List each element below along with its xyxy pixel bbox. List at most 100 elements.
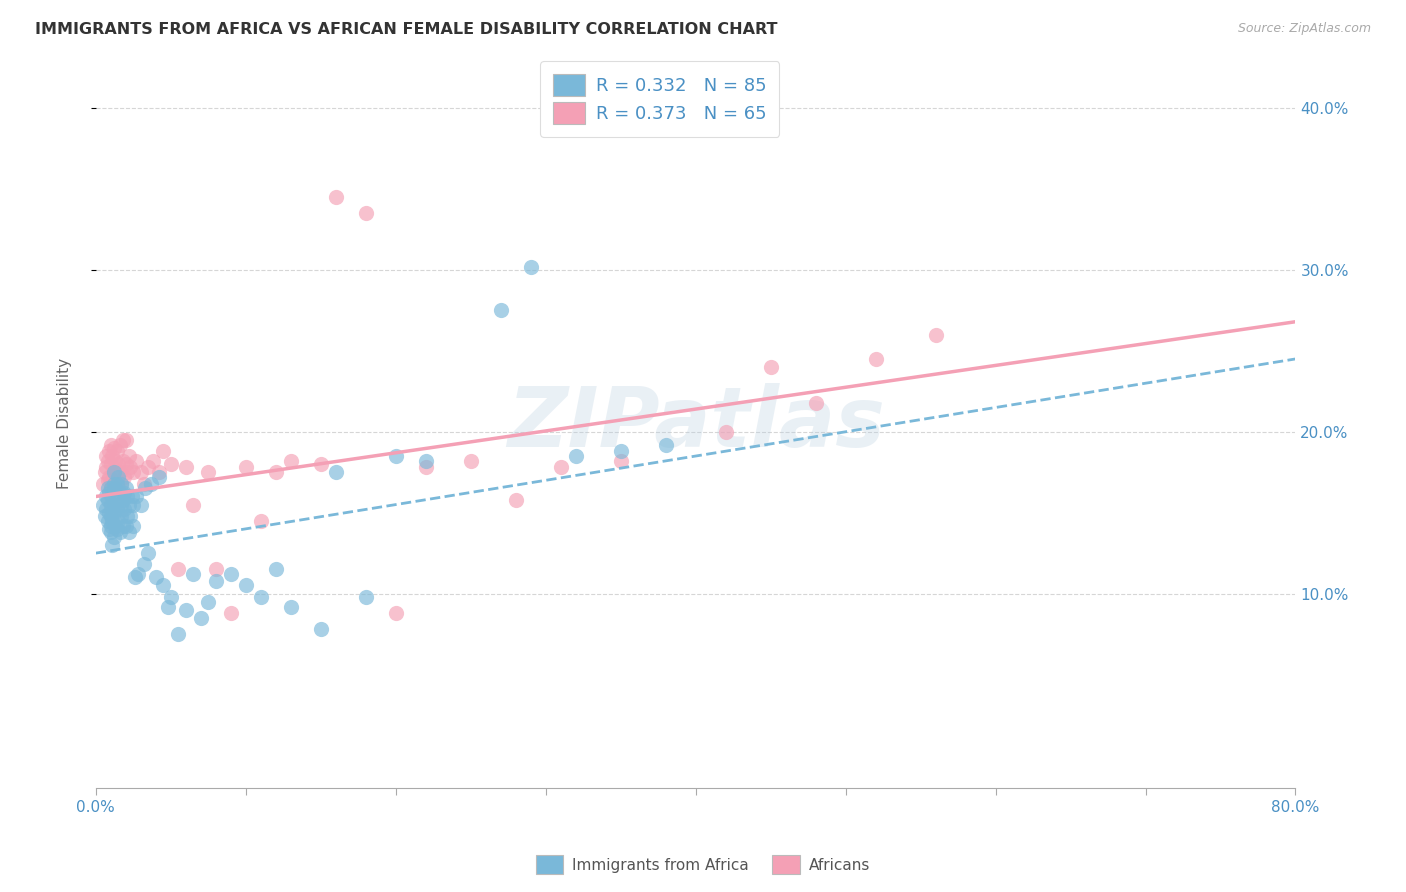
Point	[112, 486, 135, 500]
Point	[384, 449, 406, 463]
Point	[110, 476, 132, 491]
Point	[264, 465, 287, 479]
Point	[685, 101, 707, 115]
Point	[104, 482, 127, 496]
Point	[103, 530, 125, 544]
Point	[105, 502, 128, 516]
Point	[181, 567, 204, 582]
Point	[98, 506, 121, 520]
Point	[103, 476, 125, 491]
Point	[96, 490, 118, 504]
Point	[114, 482, 136, 496]
Point	[105, 476, 128, 491]
Point	[654, 438, 676, 452]
Point	[129, 465, 152, 479]
Point	[96, 449, 118, 463]
Point	[100, 457, 122, 471]
Point	[219, 606, 242, 620]
Point	[100, 438, 122, 452]
Point	[91, 498, 114, 512]
Point	[415, 460, 437, 475]
Point	[204, 574, 226, 588]
Point	[714, 425, 737, 439]
Point	[100, 482, 122, 496]
Point	[609, 444, 631, 458]
Point	[111, 492, 134, 507]
Point	[114, 433, 136, 447]
Point	[204, 562, 226, 576]
Point	[107, 470, 129, 484]
Point	[550, 460, 572, 475]
Text: ZIPatlas: ZIPatlas	[506, 384, 884, 464]
Point	[120, 508, 142, 523]
Point	[249, 514, 271, 528]
Text: Source: ZipAtlas.com: Source: ZipAtlas.com	[1237, 22, 1371, 36]
Point	[415, 454, 437, 468]
Point	[167, 562, 190, 576]
Point	[111, 454, 134, 468]
Point	[132, 558, 155, 572]
Point	[235, 578, 257, 592]
Point	[564, 449, 586, 463]
Point	[197, 595, 219, 609]
Point	[112, 470, 135, 484]
Point	[174, 603, 197, 617]
Point	[108, 486, 131, 500]
Point	[103, 506, 125, 520]
Point	[98, 522, 121, 536]
Point	[97, 473, 120, 487]
Point	[384, 606, 406, 620]
Point	[122, 518, 145, 533]
Point	[117, 508, 139, 523]
Point	[100, 482, 122, 496]
Point	[94, 465, 117, 479]
Point	[118, 525, 141, 540]
Point	[101, 473, 124, 487]
Point	[101, 538, 124, 552]
Point	[159, 457, 181, 471]
Point	[101, 514, 124, 528]
Legend: R = 0.332   N = 85, R = 0.373   N = 65: R = 0.332 N = 85, R = 0.373 N = 65	[540, 62, 779, 137]
Point	[107, 482, 129, 496]
Point	[122, 465, 145, 479]
Point	[94, 508, 117, 523]
Point	[105, 470, 128, 484]
Point	[91, 476, 114, 491]
Point	[118, 449, 141, 463]
Point	[354, 590, 377, 604]
Point	[104, 498, 127, 512]
Point	[152, 444, 174, 458]
Point	[104, 518, 127, 533]
Point	[103, 441, 125, 455]
Point	[117, 465, 139, 479]
Point	[125, 490, 148, 504]
Point	[120, 460, 142, 475]
Point	[97, 482, 120, 496]
Point	[759, 359, 782, 374]
Point	[108, 525, 131, 540]
Point	[167, 627, 190, 641]
Point	[114, 518, 136, 533]
Point	[159, 590, 181, 604]
Point	[108, 465, 131, 479]
Point	[309, 457, 332, 471]
Point	[108, 438, 131, 452]
Point	[100, 525, 122, 540]
Point	[134, 482, 156, 496]
Point	[156, 599, 179, 614]
Point	[121, 490, 143, 504]
Point	[97, 514, 120, 528]
Point	[181, 498, 204, 512]
Point	[519, 260, 541, 274]
Point	[129, 498, 152, 512]
Point	[107, 457, 129, 471]
Point	[197, 465, 219, 479]
Point	[354, 206, 377, 220]
Point	[325, 190, 347, 204]
Point	[100, 498, 122, 512]
Point	[100, 508, 122, 523]
Point	[98, 470, 121, 484]
Point	[264, 562, 287, 576]
Point	[136, 460, 159, 475]
Point	[219, 567, 242, 582]
